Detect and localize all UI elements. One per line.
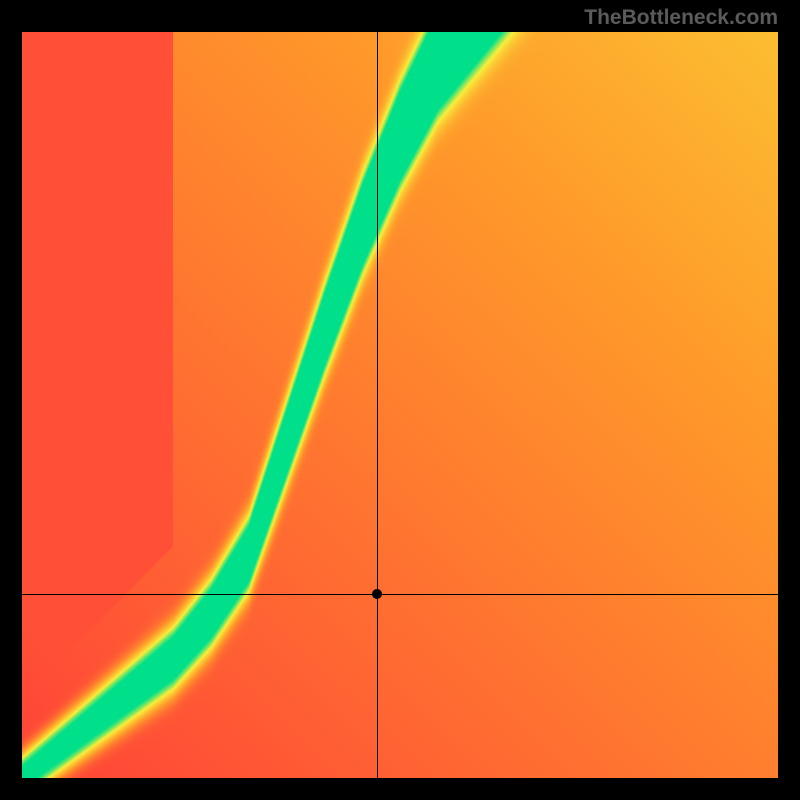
heatmap-canvas [22,32,778,778]
chart-container: TheBottleneck.com [0,0,800,800]
watermark-text: TheBottleneck.com [584,6,778,30]
heatmap-plot [22,32,778,778]
